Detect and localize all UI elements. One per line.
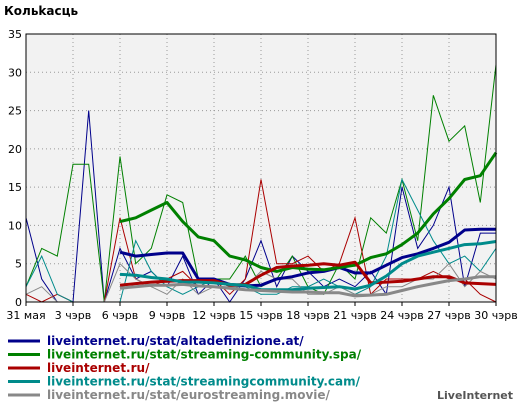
legend-label-0: liveinternet.ru/stat/altadefinizione.at/ [47, 334, 304, 348]
y-tick-label: 25 [8, 105, 22, 118]
legend-label-2: liveinternet.ru/ [47, 361, 150, 375]
x-tick-label: 27 чэрв [427, 309, 471, 322]
x-tick-label: 31 мая [6, 309, 45, 322]
y-tick-label: 30 [8, 66, 22, 79]
y-tick-label: 15 [8, 181, 22, 194]
x-tick-label: 18 чэрв [286, 309, 330, 322]
series-line-average-0 [119, 227, 496, 288]
x-tick-label: 9 чэрв [149, 309, 186, 322]
legend-label-1: liveinternet.ru/stat/streaming-community… [47, 348, 362, 362]
series-line-average-4 [119, 275, 496, 298]
legend-label-3: liveinternet.ru/stat/streamingcommunity.… [47, 375, 361, 389]
y-tick-label: 5 [15, 258, 22, 271]
x-axis: 31 мая 3 чэрв 6 чэрв 9 чэрв 12 чэрв 15 чэрв 18… [6, 302, 518, 322]
y-tick-label: 10 [8, 219, 22, 232]
series-line-average-1 [119, 151, 498, 273]
x-tick-label: 12 чэрв [192, 309, 236, 322]
series-line-average-3 [119, 240, 497, 292]
y-tick-label: 20 [8, 143, 22, 156]
y-tick-label: 35 [8, 28, 22, 41]
x-tick-label: 3 чэрв [55, 309, 92, 322]
y-axis: 0 5 10 15 20 25 30 35 [8, 28, 22, 309]
x-tick-label: 6 чэрв [102, 309, 139, 322]
brand-label: LiveInternet [437, 389, 513, 402]
y-tick-label: 0 [15, 296, 22, 309]
x-tick-label: 21 чэрв [333, 309, 377, 322]
legend-label-4: liveinternet.ru/stat/eurostreaming.movie… [47, 388, 331, 402]
legend: liveinternet.ru/stat/altadefinizione.at/… [8, 334, 362, 402]
plot-frame [25, 33, 497, 303]
x-tick-label: 30 чэрв [474, 309, 518, 322]
x-tick-label: 24 чэрв [380, 309, 424, 322]
y-axis-title: Кольkасць [4, 4, 79, 18]
x-tick-label: 15 чэрв [239, 309, 283, 322]
